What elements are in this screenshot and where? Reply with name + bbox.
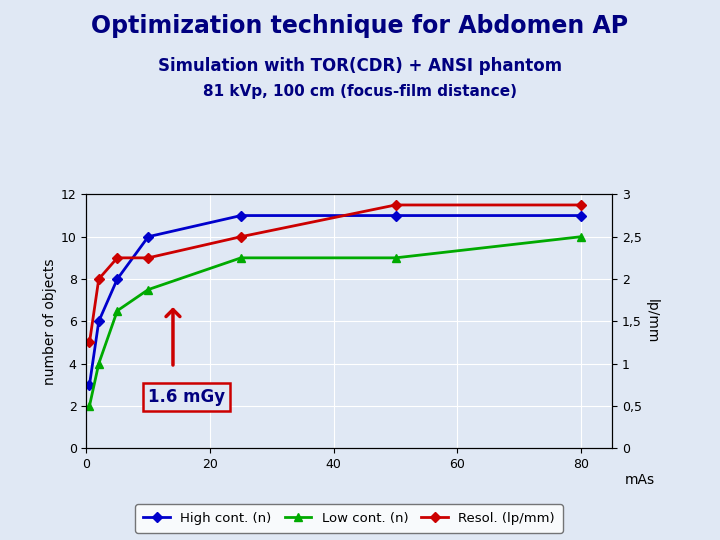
Y-axis label: lp/mm: lp/mm xyxy=(644,299,658,343)
Text: Simulation with TOR(CDR) + ANSI phantom: Simulation with TOR(CDR) + ANSI phantom xyxy=(158,57,562,75)
Legend: High cont. (n), Low cont. (n), Resol. (lp/mm): High cont. (n), Low cont. (n), Resol. (l… xyxy=(135,504,563,533)
Y-axis label: number of objects: number of objects xyxy=(42,258,57,384)
Text: 81 kVp, 100 cm (focus-film distance): 81 kVp, 100 cm (focus-film distance) xyxy=(203,84,517,99)
Text: mAs: mAs xyxy=(624,473,654,487)
Text: Optimization technique for Abdomen AP: Optimization technique for Abdomen AP xyxy=(91,14,629,37)
Text: 1.6 mGy: 1.6 mGy xyxy=(148,388,225,406)
